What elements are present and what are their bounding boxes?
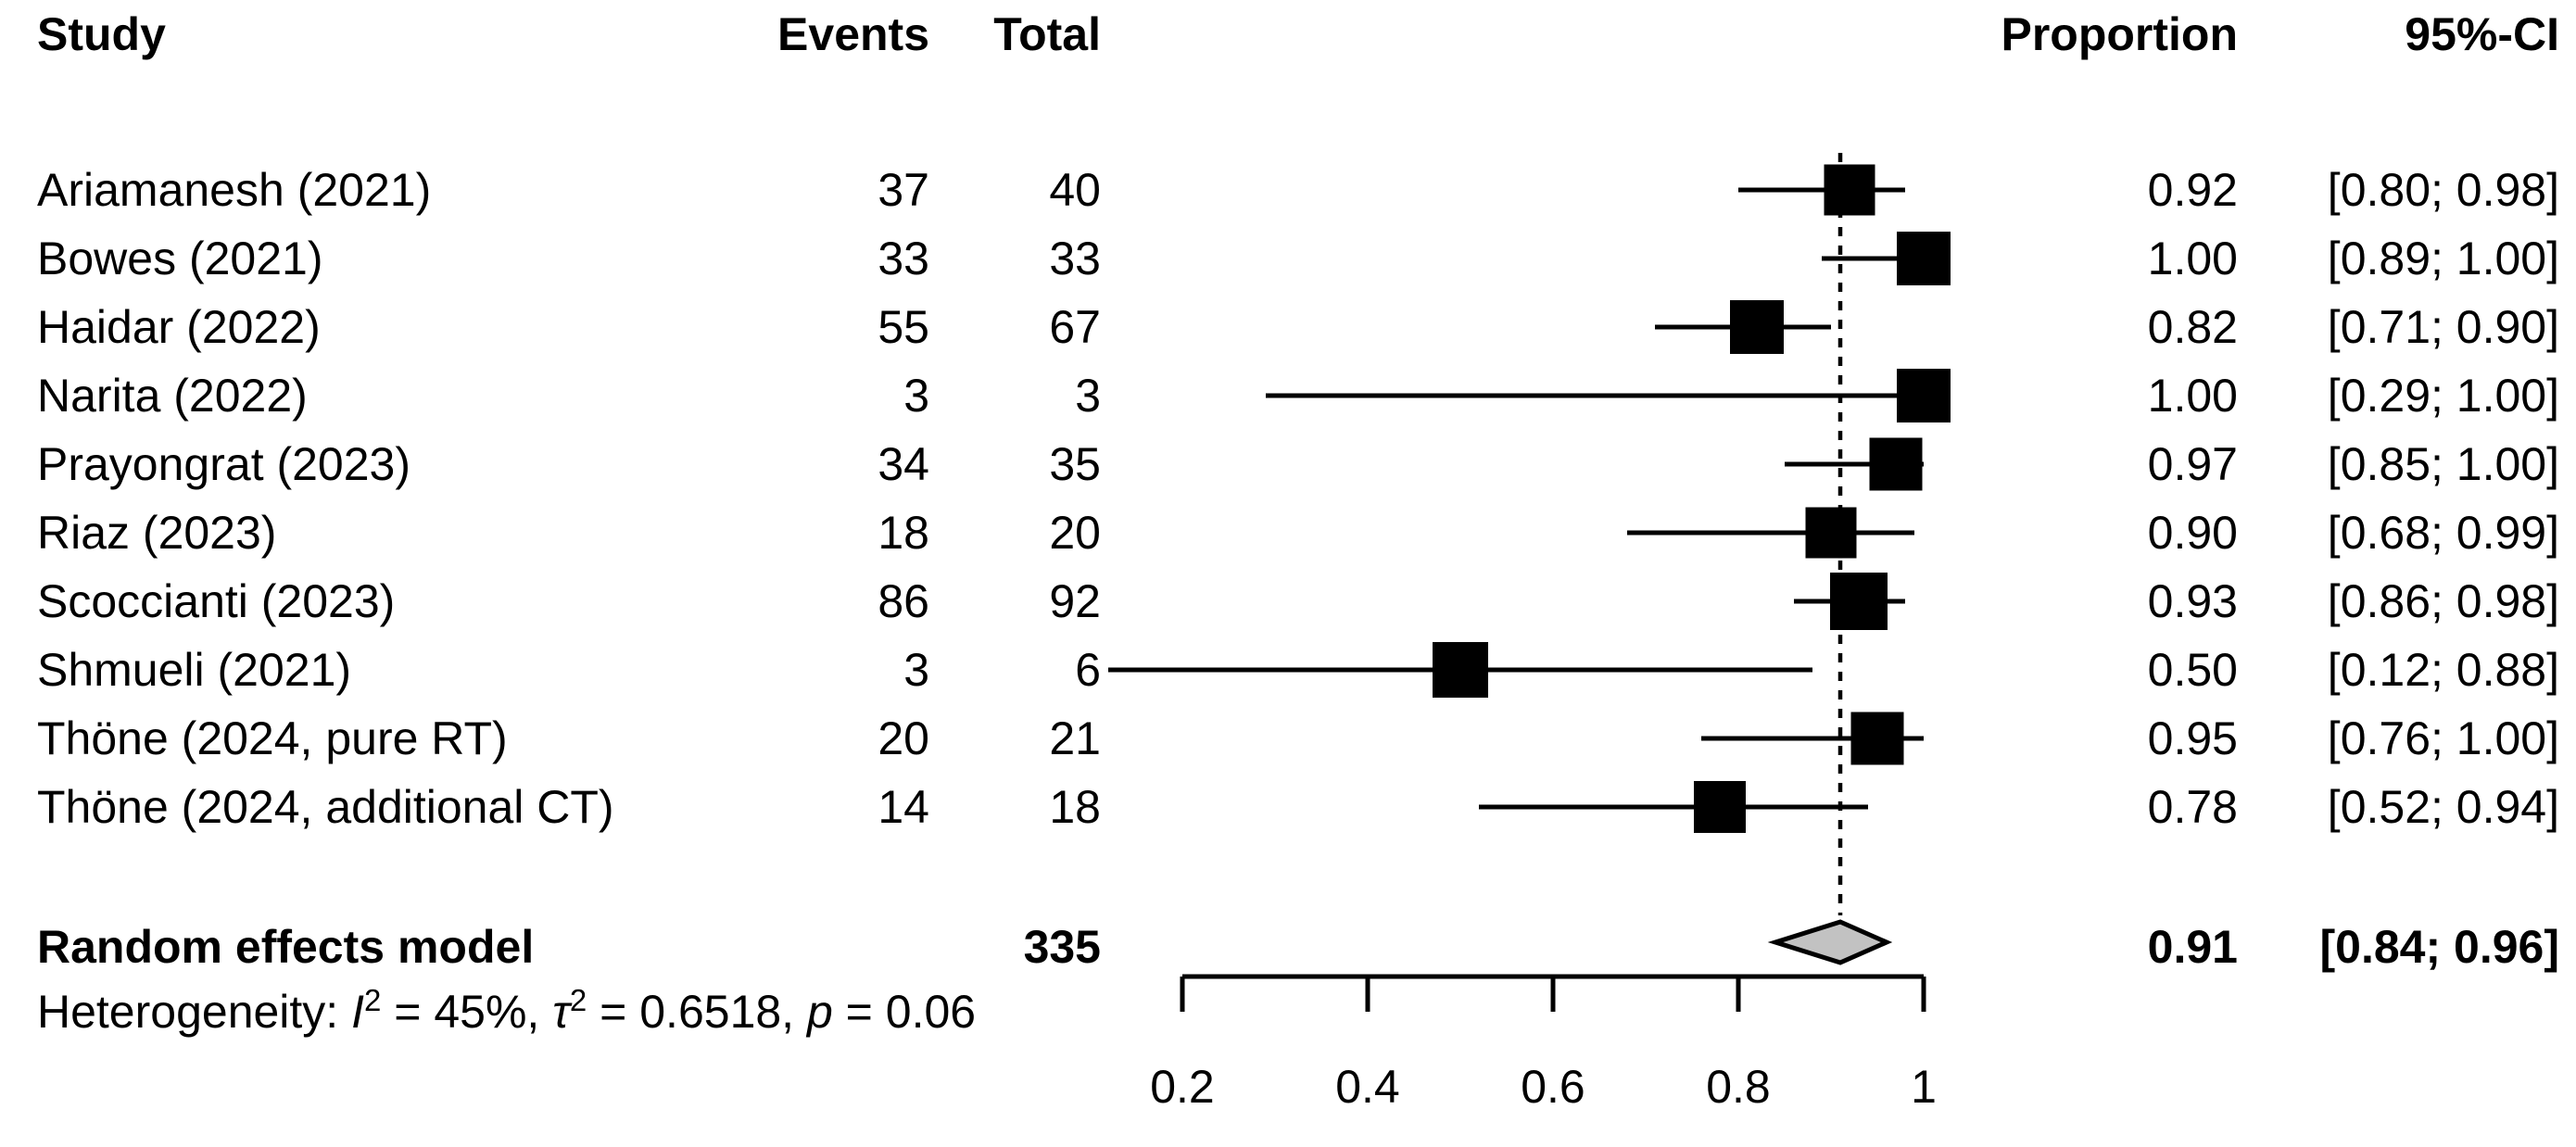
heterogeneity-segment: τ — [552, 986, 570, 1038]
x-axis-tick-label: 1 — [1911, 1061, 1937, 1113]
weight-square — [1433, 642, 1488, 698]
study-total: 3 — [1075, 370, 1101, 422]
study-name: Riaz (2023) — [37, 507, 277, 559]
x-axis-tick-label: 0.8 — [1706, 1061, 1771, 1113]
heterogeneity-segment: = 45%, — [381, 986, 553, 1038]
column-header-events: Events — [777, 8, 929, 60]
study-name: Bowes (2021) — [37, 233, 323, 284]
study-name: Scoccianti (2023) — [37, 575, 396, 627]
study-ci: [0.12; 0.88] — [2327, 644, 2559, 696]
study-proportion: 0.82 — [2147, 301, 2238, 353]
study-proportion: 0.92 — [2147, 164, 2238, 216]
heterogeneity-note: Heterogeneity: I2 = 45%, τ2 = 0.6518, p … — [37, 977, 1334, 1046]
study-name: Thöne (2024, pure RT) — [37, 712, 508, 764]
study-events: 18 — [878, 507, 929, 559]
weight-square — [1897, 369, 1951, 422]
study-name: Shmueli (2021) — [37, 644, 352, 696]
summary-proportion: 0.91 — [2147, 921, 2238, 973]
study-name: Ariamanesh (2021) — [37, 164, 432, 216]
summary-total: 335 — [1023, 921, 1101, 973]
weight-square — [1830, 573, 1888, 630]
heterogeneity-segment: I — [351, 986, 364, 1038]
summary-label: Random effects model — [37, 921, 535, 973]
study-name: Haidar (2022) — [37, 301, 321, 353]
x-axis-tick-label: 0.2 — [1150, 1061, 1215, 1113]
study-events: 3 — [903, 370, 929, 422]
study-ci: [0.76; 1.00] — [2327, 712, 2559, 764]
study-proportion: 0.95 — [2147, 712, 2238, 764]
weight-square — [1730, 300, 1784, 354]
heterogeneity-segment: = 0.06 — [832, 986, 977, 1038]
study-events: 55 — [878, 301, 929, 353]
weight-square — [1694, 781, 1746, 833]
weight-square — [1897, 232, 1951, 285]
study-total: 21 — [1049, 712, 1101, 764]
study-total: 20 — [1049, 507, 1101, 559]
study-ci: [0.29; 1.00] — [2327, 370, 2559, 422]
study-total: 18 — [1049, 781, 1101, 833]
study-proportion: 0.90 — [2147, 507, 2238, 559]
study-events: 20 — [878, 712, 929, 764]
x-axis-tick-label: 0.4 — [1335, 1061, 1400, 1113]
study-total: 40 — [1049, 164, 1101, 216]
study-proportion: 0.50 — [2147, 644, 2238, 696]
study-name: Thöne (2024, additional CT) — [37, 781, 614, 833]
study-events: 3 — [903, 644, 929, 696]
weight-square — [1805, 507, 1857, 559]
study-events: 14 — [878, 781, 929, 833]
study-proportion: 0.93 — [2147, 575, 2238, 627]
study-ci: [0.85; 1.00] — [2327, 438, 2559, 490]
column-header-study: Study — [37, 8, 166, 60]
study-ci: [0.68; 0.99] — [2327, 507, 2559, 559]
study-proportion: 0.78 — [2147, 781, 2238, 833]
study-ci: [0.86; 0.98] — [2327, 575, 2559, 627]
heterogeneity-segment: p — [806, 986, 833, 1038]
study-proportion: 0.97 — [2147, 438, 2238, 490]
column-header-proportion: Proportion — [2001, 8, 2238, 60]
study-proportion: 1.00 — [2147, 233, 2238, 284]
superscript: 2 — [364, 983, 382, 1017]
weight-square — [1850, 712, 1904, 765]
column-header-ci: 95%-CI — [2405, 8, 2559, 60]
summary-ci: [0.84; 0.96] — [2319, 921, 2559, 973]
heterogeneity-segment: = 0.6518, — [587, 986, 807, 1038]
study-events: 33 — [878, 233, 929, 284]
study-ci: [0.80; 0.98] — [2327, 164, 2559, 216]
study-total: 6 — [1075, 644, 1101, 696]
x-axis-tick-label: 0.6 — [1521, 1061, 1585, 1113]
heterogeneity-segment: Heterogeneity: — [37, 986, 352, 1038]
summary-diamond — [1767, 919, 1893, 965]
study-proportion: 1.00 — [2147, 370, 2238, 422]
study-total: 33 — [1049, 233, 1101, 284]
study-ci: [0.89; 1.00] — [2327, 233, 2559, 284]
study-events: 86 — [878, 575, 929, 627]
study-total: 67 — [1049, 301, 1101, 353]
weight-square — [1869, 437, 1923, 491]
superscript: 2 — [569, 983, 587, 1017]
study-total: 35 — [1049, 438, 1101, 490]
study-events: 34 — [878, 438, 929, 490]
study-total: 92 — [1049, 575, 1101, 627]
study-events: 37 — [878, 164, 929, 216]
study-ci: [0.52; 0.94] — [2327, 781, 2559, 833]
study-name: Narita (2022) — [37, 370, 308, 422]
column-header-total: Total — [993, 8, 1101, 60]
study-ci: [0.71; 0.90] — [2327, 301, 2559, 353]
study-name: Prayongrat (2023) — [37, 438, 411, 490]
weight-square — [1824, 164, 1875, 216]
